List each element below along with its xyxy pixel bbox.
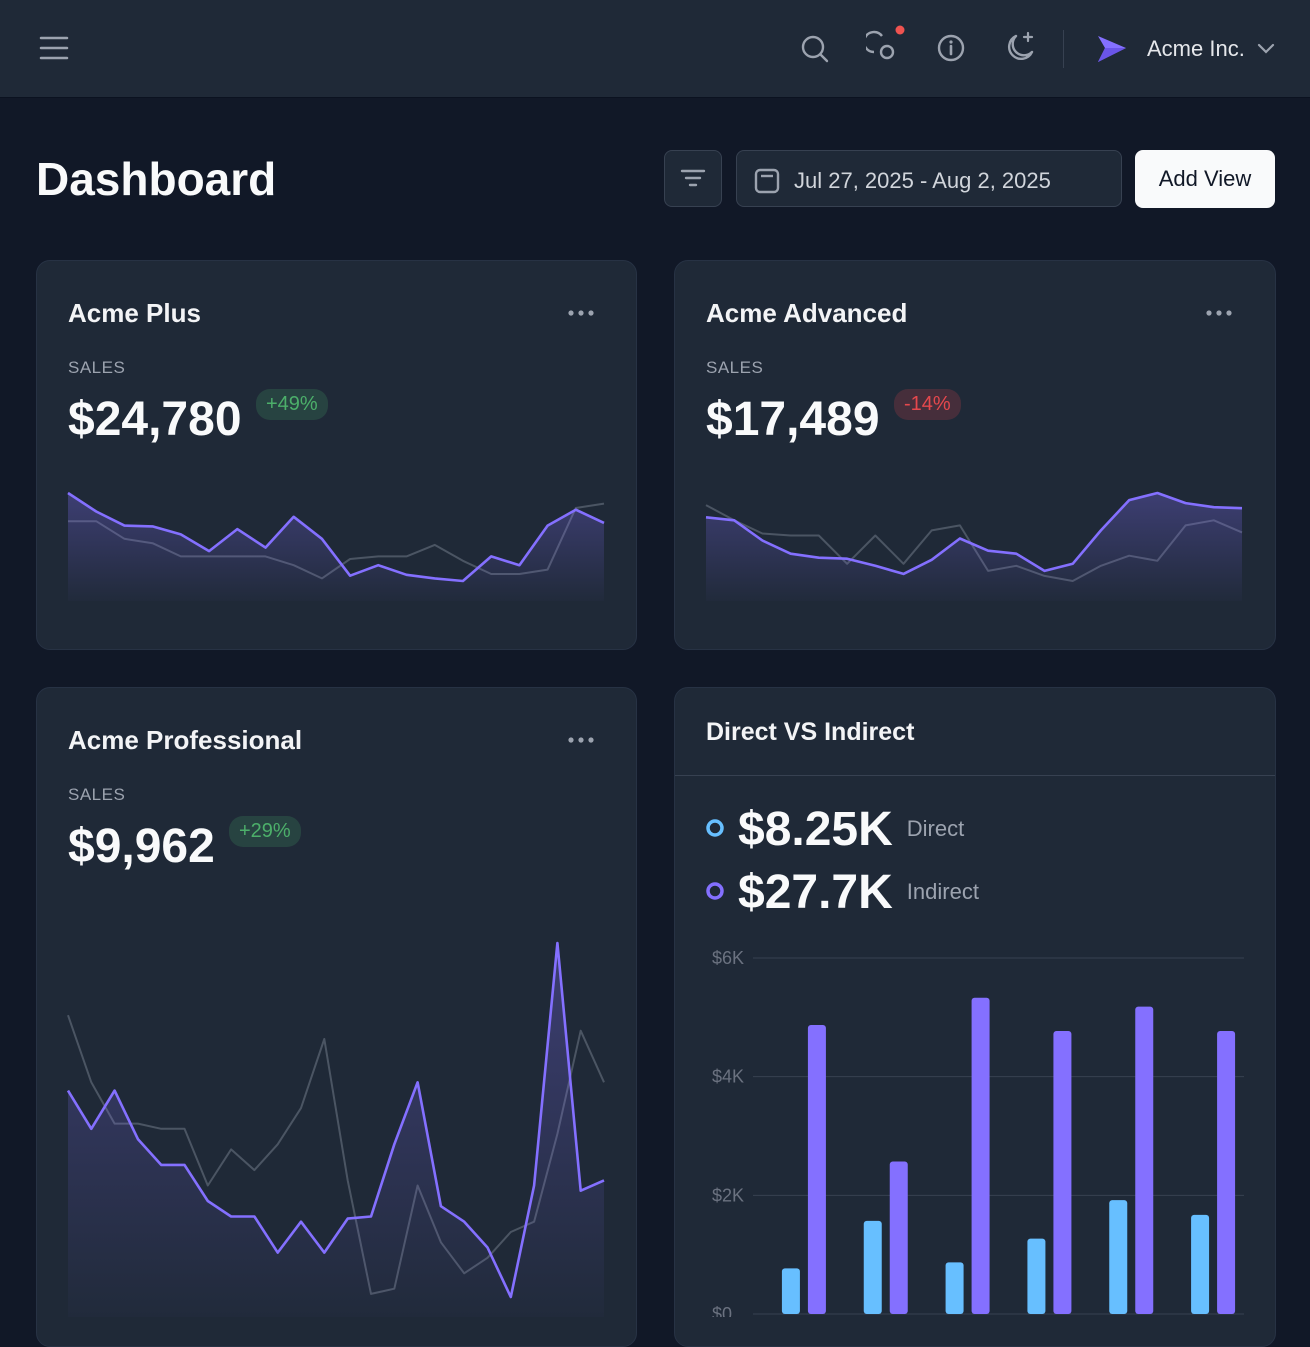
- direct-indirect-card: Direct VS Indirect $8.25K Direct $27.7K Ind…: [674, 687, 1276, 1347]
- top-bar: Acme Inc.: [0, 0, 1310, 98]
- legend-label: Indirect: [907, 879, 979, 904]
- more-button[interactable]: [567, 726, 597, 757]
- bar: [889, 1161, 908, 1314]
- y-tick-label: $2K: [712, 1185, 744, 1205]
- card-title: Acme Professional: [68, 725, 303, 755]
- search-icon[interactable]: [798, 32, 832, 66]
- more-button[interactable]: [1205, 299, 1235, 330]
- card-value: $24,780: [68, 393, 242, 446]
- bar: [1027, 1238, 1046, 1314]
- line: [705, 491, 1243, 576]
- dots-icon: [568, 737, 594, 743]
- bar: [1053, 1030, 1072, 1314]
- total-value: $27.7K: [738, 866, 893, 919]
- sales-card: Acme Plus SALES $24,780 +49%: [36, 260, 637, 650]
- area: [68, 493, 604, 601]
- bar: [807, 1025, 826, 1314]
- bar: [1191, 1214, 1210, 1314]
- card-value: $17,489: [706, 393, 880, 446]
- date-range: Jul 27, 2025 - Aug 2, 2025: [794, 168, 1051, 193]
- filter-icon: [680, 169, 706, 187]
- total-value: $8.25K: [738, 803, 893, 856]
- bar: [945, 1262, 964, 1314]
- filter-button[interactable]: [664, 150, 722, 207]
- card-label: SALES: [68, 358, 126, 377]
- bar: [1109, 1200, 1128, 1314]
- bar: [1217, 1030, 1236, 1314]
- more-button[interactable]: [567, 299, 597, 330]
- line: [67, 491, 605, 583]
- calendar-icon: [754, 168, 780, 194]
- line: [67, 1014, 605, 1295]
- bar-chart: $8.25K Direct $27.7K Indirect $0 $2K $4K $6K: [706, 803, 1244, 1317]
- change-badge: +29%: [229, 816, 301, 847]
- card-label: SALES: [706, 358, 764, 377]
- bar: [971, 997, 990, 1314]
- brand-name[interactable]: Acme Inc.: [1147, 36, 1245, 61]
- bar: [1135, 1006, 1154, 1314]
- date-picker[interactable]: Jul 27, 2025 - Aug 2, 2025: [736, 150, 1122, 207]
- menu-icon[interactable]: [38, 34, 70, 62]
- sparkline: [705, 491, 1243, 601]
- messages-icon[interactable]: [866, 24, 906, 64]
- change-badge: +49%: [256, 389, 328, 420]
- chevron-icon[interactable]: [1256, 42, 1276, 56]
- info-icon[interactable]: [936, 33, 968, 65]
- card-title: Acme Advanced: [706, 298, 908, 328]
- page-title: Dashboard: [36, 153, 277, 205]
- card-title: Direct VS Indirect: [706, 718, 915, 746]
- card-label: SALES: [68, 785, 126, 804]
- dots-icon: [1206, 310, 1232, 316]
- dots-icon: [568, 310, 594, 316]
- legend-marker: [706, 882, 724, 900]
- add-view-button[interactable]: Add View: [1135, 150, 1275, 208]
- brand-logo: [1098, 36, 1126, 62]
- y-tick-label: $4K: [712, 1067, 744, 1087]
- sales-card: Acme Advanced SALES $17,489 -14%: [674, 260, 1276, 650]
- sales-card: Acme Professional SALES $9,962 +29%: [36, 687, 637, 1347]
- area: [706, 493, 1242, 601]
- area: [68, 943, 604, 1317]
- bar: [781, 1268, 800, 1314]
- card-value: $9,962: [68, 820, 215, 873]
- divider: [1063, 30, 1064, 68]
- change-badge: -14%: [894, 389, 961, 420]
- sparkline: [67, 491, 605, 601]
- bar: [863, 1220, 882, 1314]
- line: [66, 941, 605, 1299]
- y-tick-label: $6K: [712, 948, 744, 968]
- legend-label: Direct: [907, 816, 964, 841]
- legend-marker: [706, 819, 724, 837]
- card-title: Acme Plus: [68, 298, 201, 328]
- theme-icon[interactable]: [1002, 30, 1038, 66]
- divider: [675, 775, 1275, 776]
- sparkline: [66, 941, 605, 1317]
- y-tick-label: $0: [712, 1304, 732, 1317]
